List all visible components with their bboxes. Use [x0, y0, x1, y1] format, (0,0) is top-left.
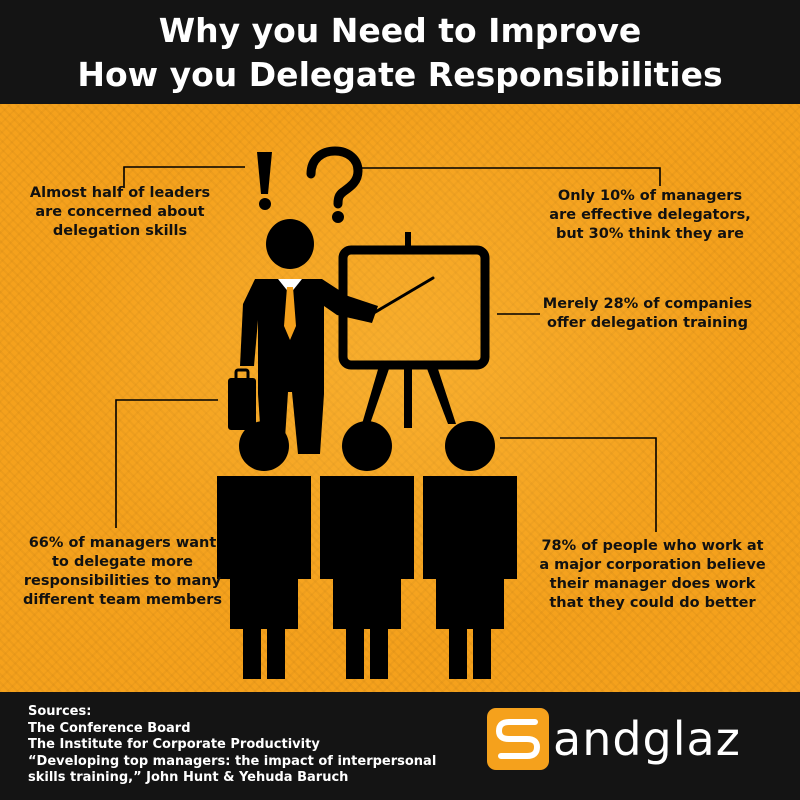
logo-s-icon: [496, 719, 540, 759]
illustration: [115, 146, 661, 679]
stat-do-better-line: a major corporation believe: [539, 557, 766, 573]
title-line-2: How you Delegate Responsibilities: [77, 55, 723, 94]
presenter-icon: [228, 219, 435, 454]
connector-concerned: [123, 166, 245, 188]
stat-concerned-line: Almost half of leaders: [29, 185, 211, 201]
stat-training-line: Merely 28% of companies: [542, 296, 753, 312]
easel-icon: [338, 232, 490, 428]
question-icon: [306, 146, 363, 223]
stat-effective-line: but 30% think they are: [555, 226, 745, 242]
connector-do-better: [500, 437, 657, 532]
stat-concerned: Almost half of leaders are concerned abo…: [20, 184, 220, 241]
stat-training: Merely 28% of companies offer delegation…: [525, 295, 770, 333]
logo-mark: [487, 708, 549, 770]
stat-want-delegate-line: responsibilities to many: [23, 573, 222, 589]
stat-effective: Only 10% of managers are effective deleg…: [530, 187, 770, 244]
sources-list: Sources: The Conference Board The Instit…: [28, 704, 448, 787]
audience-person-icon: [423, 421, 517, 679]
header-bar: Why you Need to Improve How you Delegate…: [0, 0, 800, 104]
stat-want-delegate-line: different team members: [23, 592, 222, 608]
stat-training-line: offer delegation training: [547, 315, 748, 331]
main-panel: Almost half of leaders are concerned abo…: [0, 104, 800, 692]
title-line-1: Why you Need to Improve: [158, 11, 642, 50]
stat-do-better-line: 78% of people who work at: [541, 538, 764, 554]
audience-person-icon: [320, 421, 414, 679]
stat-want-delegate: 66% of managers want to delegate more re…: [15, 534, 230, 610]
stat-effective-line: are effective delegators,: [549, 207, 751, 223]
audience-person-icon: [217, 421, 311, 679]
stat-want-delegate-line: to delegate more: [52, 554, 193, 570]
stat-do-better: 78% of people who work at a major corpor…: [525, 537, 780, 613]
logo-wordmark: andglaz: [553, 712, 741, 766]
connector-effective: [362, 167, 661, 186]
audience: [217, 421, 517, 679]
stat-do-better-line: that they could do better: [549, 595, 756, 611]
stat-want-delegate-line: 66% of managers want: [28, 535, 217, 551]
connector-want-delegate: [115, 399, 218, 528]
source-item: The Institute for Corporate Productivity: [28, 737, 320, 752]
connector-lines: [115, 166, 661, 532]
stat-do-better-line: their manager does work: [549, 576, 756, 592]
source-item: The Conference Board: [28, 720, 191, 736]
stat-concerned-line: delegation skills: [52, 223, 188, 239]
stat-concerned-line: are concerned about: [35, 204, 205, 220]
sources-label: Sources:: [28, 704, 92, 719]
source-item: “Developing top managers: the impact of …: [28, 753, 437, 769]
exclamation-icon: [257, 152, 272, 210]
stat-effective-line: Only 10% of managers: [557, 188, 743, 204]
sandglaz-logo: andglaz: [487, 708, 787, 784]
footer-bar: Sources: The Conference Board The Instit…: [0, 692, 800, 800]
source-item: skills training,” John Hunt & Yehuda Bar…: [28, 770, 349, 785]
